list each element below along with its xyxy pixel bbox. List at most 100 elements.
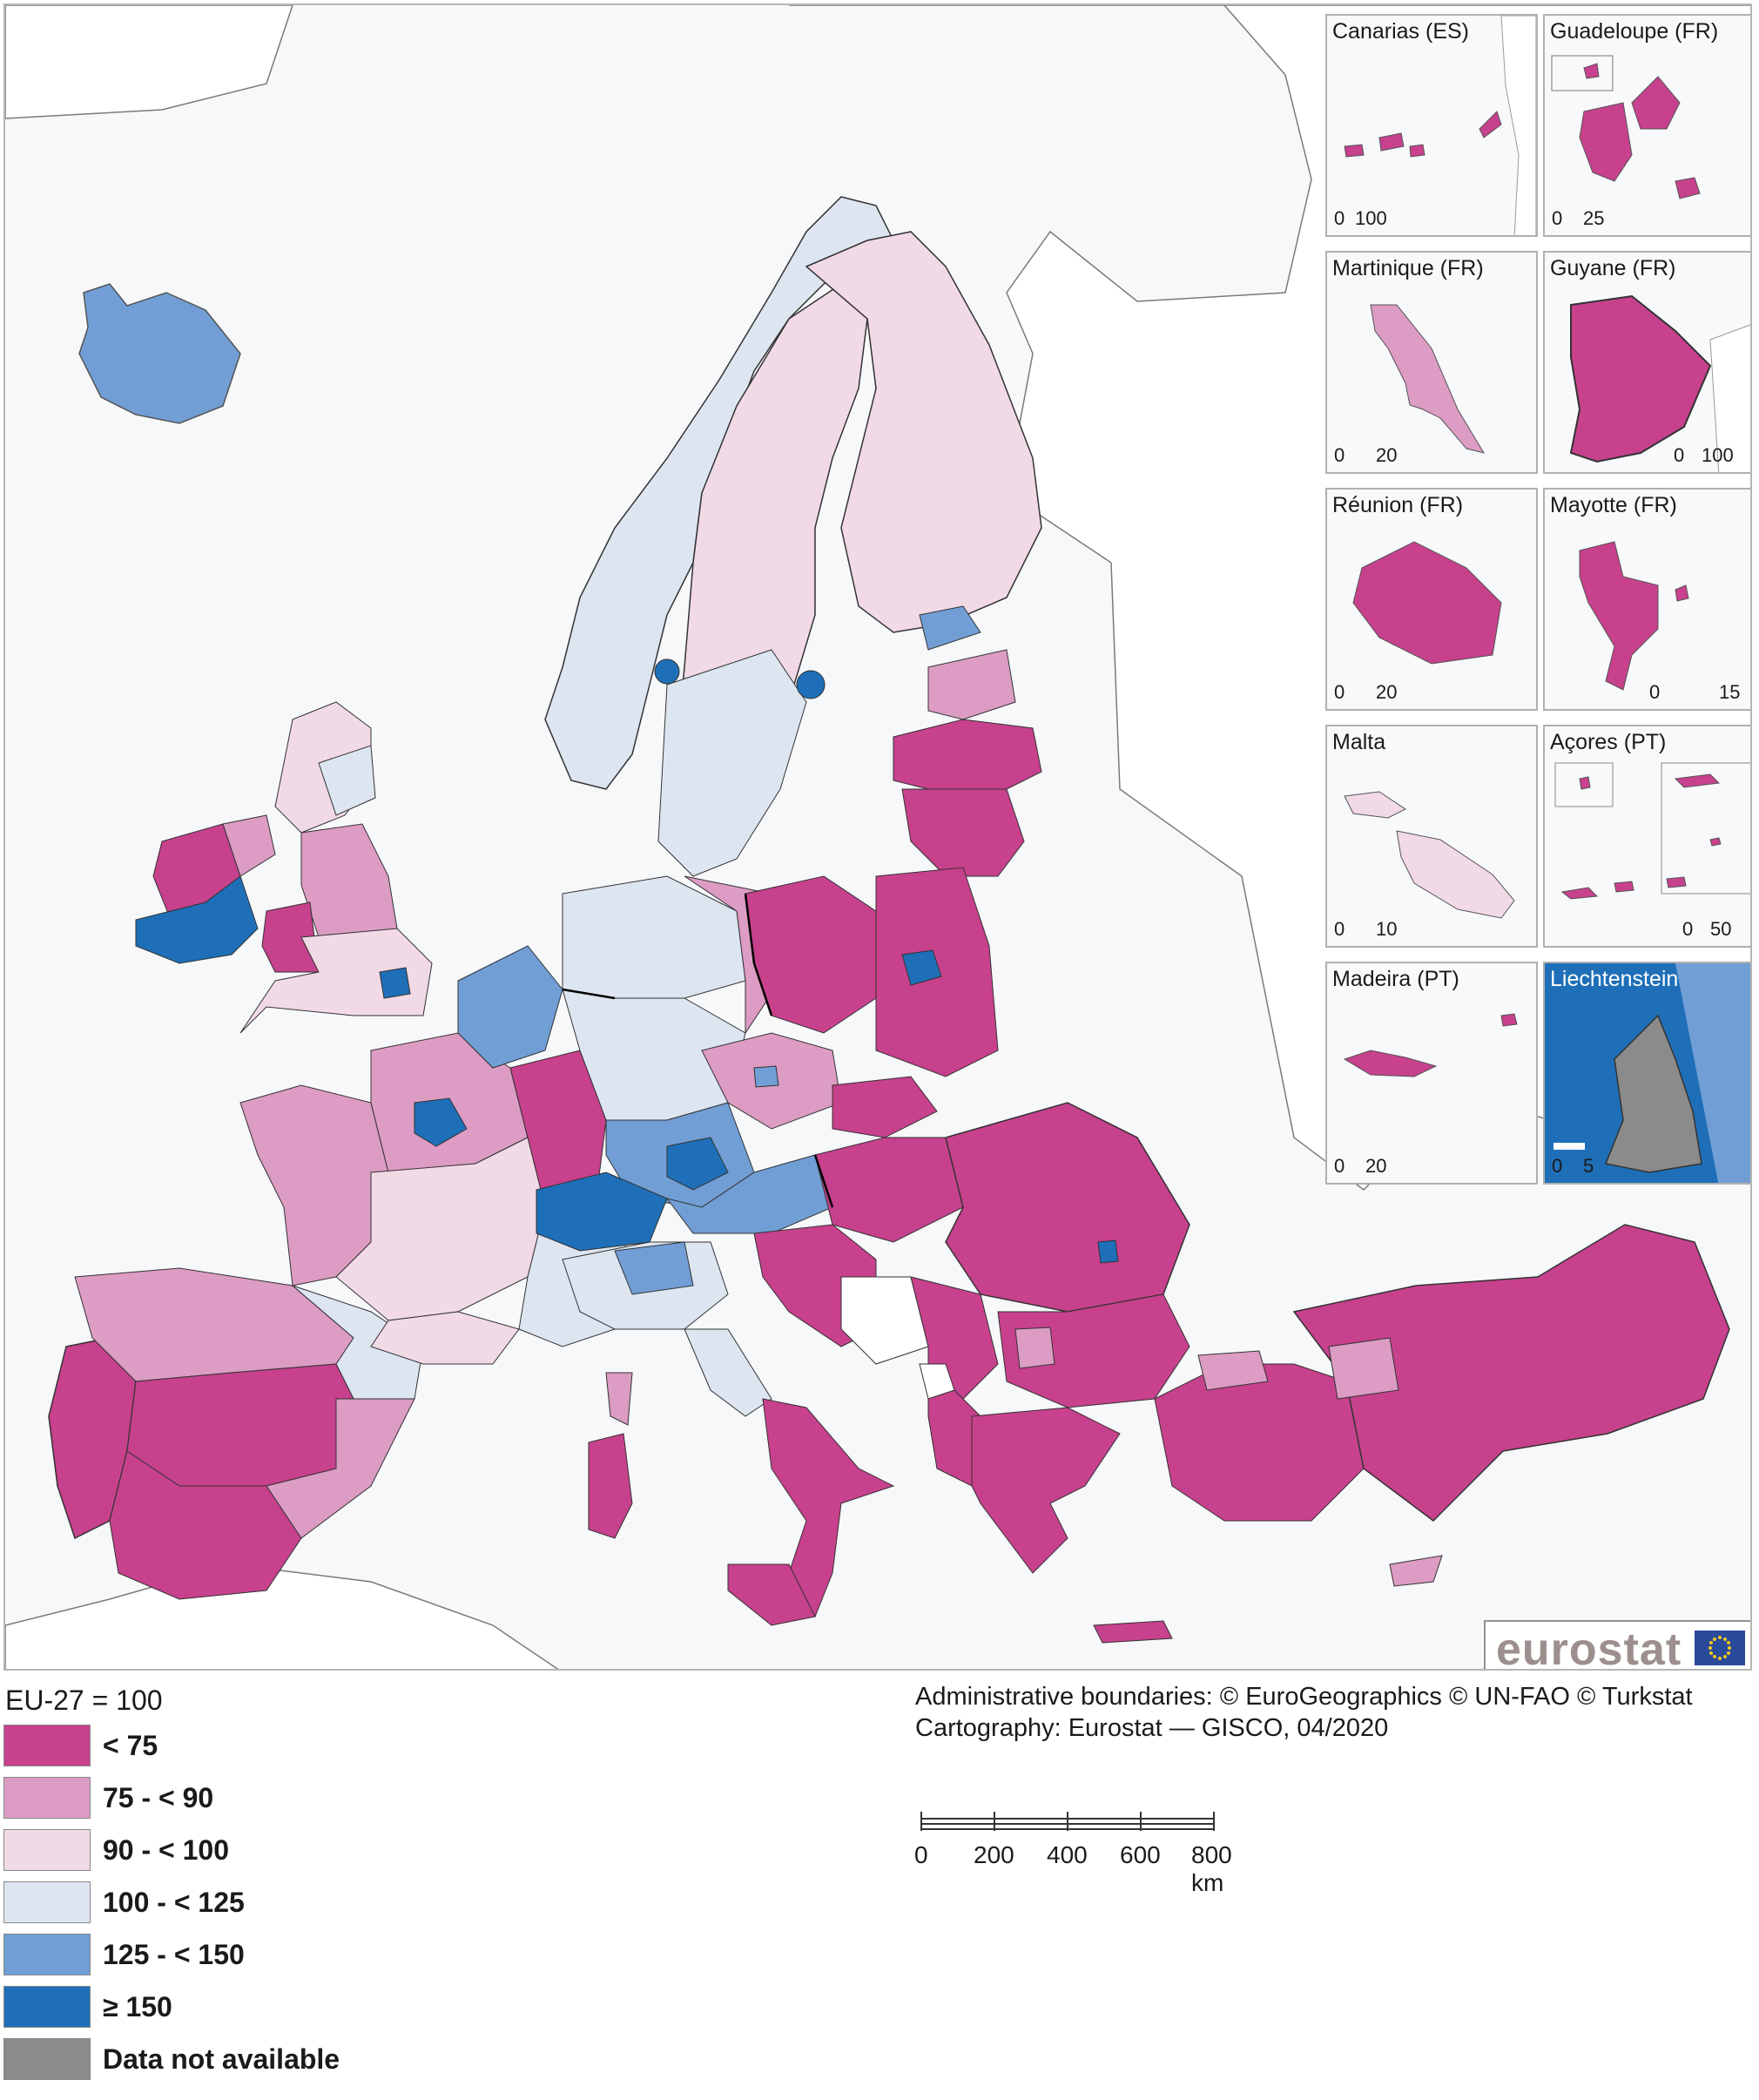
inset-scale-1: 25	[1583, 207, 1605, 229]
legend-item: ≥ 150	[3, 1986, 404, 2028]
inset-scale-0: 0	[1674, 444, 1685, 466]
legend-item: 100 - < 125	[3, 1881, 404, 1923]
region-estonia	[927, 649, 1016, 720]
inset-scale-1: 20	[1365, 1155, 1387, 1177]
legend-swatch	[3, 1829, 91, 1871]
inset-map	[1352, 541, 1502, 665]
eu-flag-icon	[1695, 1631, 1745, 1665]
scale-tick-400: 400	[1047, 1841, 1088, 1868]
region-sofia	[1014, 1327, 1055, 1369]
region-sweden-south	[657, 649, 807, 877]
inset-scale-0: 0	[1334, 444, 1345, 466]
legend-swatch	[3, 1881, 91, 1923]
scale-bar-graphic	[920, 1812, 1215, 1831]
region-prague	[753, 1065, 779, 1088]
region-ankara	[1328, 1337, 1399, 1400]
region-wales	[261, 901, 320, 973]
legend-title: EU-27 = 100	[5, 1685, 163, 1716]
region-sardinia	[588, 1433, 633, 1539]
region-bucharest	[1097, 1239, 1119, 1264]
region-scotland-east	[318, 745, 376, 816]
inset-martinique: Martinique (FR) 0 20	[1325, 251, 1538, 474]
legend-swatch	[3, 1934, 91, 1975]
inset-map	[1344, 16, 1536, 235]
region-corsica	[605, 1372, 633, 1426]
legend-label: 100 - < 125	[103, 1887, 245, 1918]
inset-acores: Açores (PT) 0 50	[1543, 725, 1750, 948]
inset-scale-0: 0	[1682, 918, 1694, 940]
inset-title: Liechtenstein	[1550, 967, 1679, 991]
region-italy-south	[762, 1398, 895, 1618]
legend-item: 75 - < 90	[3, 1777, 404, 1819]
inset-canarias: Canarias (ES) 0 100	[1325, 14, 1538, 237]
map-frame: Canarias (ES) 0 100 Guadeloupe (FR) 0 25…	[3, 3, 1752, 1671]
legend-label: < 75	[103, 1730, 158, 1761]
inset-guadeloupe: Guadeloupe (FR) 0 25	[1543, 14, 1750, 237]
inset-reunion: Réunion (FR) 0 20	[1325, 488, 1538, 711]
scale-bar: 0 200 400 600 800 km	[914, 1803, 1245, 1896]
inset-map	[1545, 963, 1750, 1183]
inset-scale-0: 0	[1334, 1155, 1345, 1177]
inset-title: Martinique (FR)	[1332, 256, 1484, 280]
region-oslo	[654, 658, 680, 685]
legend-item: < 75	[3, 1725, 404, 1766]
region-lithuania	[901, 788, 1025, 877]
inset-map	[1344, 791, 1515, 919]
eurostat-logo: eurostat	[1484, 1620, 1750, 1671]
region-ireland-south	[135, 875, 259, 964]
region-bulgaria	[997, 1293, 1190, 1408]
region-benelux	[457, 945, 563, 1069]
region-munich	[666, 1137, 729, 1191]
legend-item: 90 - < 100	[3, 1829, 404, 1871]
region-france-center	[335, 1137, 546, 1321]
region-slovakia	[832, 1076, 938, 1138]
inset-scale-0: 0	[1334, 681, 1345, 703]
scale-tick-600: 600	[1120, 1841, 1161, 1868]
region-finland	[805, 231, 1042, 633]
region-spain-east	[266, 1398, 415, 1539]
legend-label: 125 - < 150	[103, 1939, 245, 1970]
region-italy-center	[684, 1328, 772, 1417]
inset-scale-0: 0	[1334, 207, 1345, 229]
region-warsaw	[901, 949, 942, 986]
inset-title: Guadeloupe (FR)	[1550, 19, 1719, 44]
region-turkey-center	[1292, 1224, 1730, 1522]
region-montenegro	[919, 1363, 955, 1400]
legend-swatch	[3, 1777, 91, 1819]
inset-map	[1579, 541, 1689, 691]
inset-scale-1: 20	[1376, 444, 1398, 466]
region-italy-northeast	[614, 1241, 694, 1295]
inset-title: Canarias (ES)	[1332, 19, 1469, 44]
legend-item: Data not available	[3, 2038, 404, 2080]
inset-title: Réunion (FR)	[1332, 493, 1464, 517]
region-crete	[1093, 1620, 1173, 1644]
region-sicily	[727, 1563, 816, 1626]
inset-scale-1: 5	[1583, 1155, 1594, 1177]
inset-title: Malta	[1332, 730, 1386, 754]
inset-scale-0: 0	[1552, 1155, 1563, 1177]
region-france-south	[370, 1311, 520, 1365]
region-paris	[414, 1097, 468, 1147]
inset-map	[1551, 55, 1701, 199]
legend-swatch	[3, 2038, 91, 2080]
inset-guyane: Guyane (FR) 0 100	[1543, 251, 1750, 474]
inset-scale-1: 100	[1702, 444, 1734, 466]
inset-scale-1: 50	[1710, 918, 1732, 940]
inset-title: Mayotte (FR)	[1550, 493, 1677, 517]
region-cyprus	[1389, 1555, 1443, 1587]
legend-label: 90 - < 100	[103, 1834, 229, 1866]
region-bosnia	[840, 1276, 929, 1365]
inset-scale-0: 0	[1649, 681, 1661, 703]
inset-map	[1343, 1013, 1518, 1077]
inset-title: Guyane (FR)	[1550, 256, 1676, 280]
legend-label: 75 - < 90	[103, 1782, 214, 1813]
inset-madeira: Madeira (PT) 0 20	[1325, 962, 1538, 1185]
legend-label: Data not available	[103, 2043, 340, 2075]
logo-text: eurostat	[1496, 1624, 1682, 1671]
inset-scale-1: 100	[1355, 207, 1387, 229]
inset-title: Açores (PT)	[1550, 730, 1667, 754]
region-helsinki	[919, 605, 981, 651]
inset-scale-1: 10	[1376, 918, 1398, 940]
credits-cartography: Cartography: Eurostat — GISCO, 04/2020	[915, 1714, 1389, 1742]
legend-swatch	[3, 1725, 91, 1766]
